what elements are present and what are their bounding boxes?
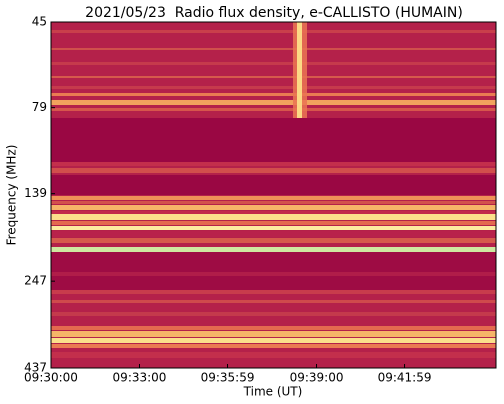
x-axis-label: Time (UT)	[243, 385, 303, 399]
x-tick-label: 09:35:59	[201, 371, 255, 385]
x-tick-label: 09:30:00	[24, 371, 78, 385]
y-tick-label: 437	[24, 361, 47, 375]
y-tick-label: 79	[32, 100, 47, 114]
spectrogram-image	[51, 22, 496, 368]
y-tick-label: 139	[24, 186, 47, 200]
x-tick-label: 09:33:00	[113, 371, 167, 385]
y-tick-label: 247	[24, 274, 47, 288]
y-tick-label: 45	[32, 15, 47, 29]
y-axis-label: Frequency (MHz)	[5, 145, 19, 246]
x-tick-label: 09:41:59	[378, 371, 432, 385]
x-tick-label: 09:39:00	[290, 371, 344, 385]
plot-frame	[50, 21, 497, 369]
chart-title: 2021/05/23 Radio flux density, e-CALLIST…	[85, 5, 463, 21]
